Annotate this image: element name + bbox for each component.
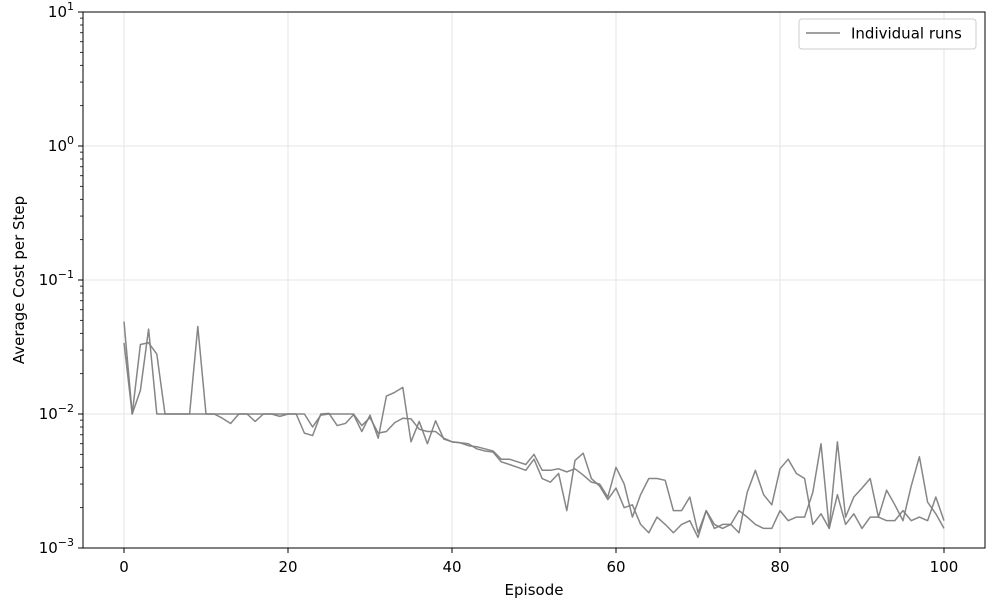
x-axis-label: Episode <box>505 581 564 599</box>
legend: Individual runs <box>798 18 977 50</box>
x-tick-label: 0 <box>119 558 129 576</box>
x-tick-label: 100 <box>930 558 959 576</box>
x-tick-label: 80 <box>770 558 789 576</box>
x-tick-label: 40 <box>442 558 461 576</box>
series-line-run-1 <box>123 321 945 539</box>
x-tick-label: 20 <box>278 558 297 576</box>
x-tick-label: 60 <box>606 558 625 576</box>
series-line-run-2 <box>123 342 945 534</box>
legend-box <box>798 18 977 50</box>
plot-area <box>123 321 945 539</box>
x-axis-ticks: 0 20 40 60 80 100 <box>119 548 958 576</box>
legend-label: Individual runs <box>851 25 962 43</box>
y-axis-label: Average Cost per Step <box>10 196 28 364</box>
